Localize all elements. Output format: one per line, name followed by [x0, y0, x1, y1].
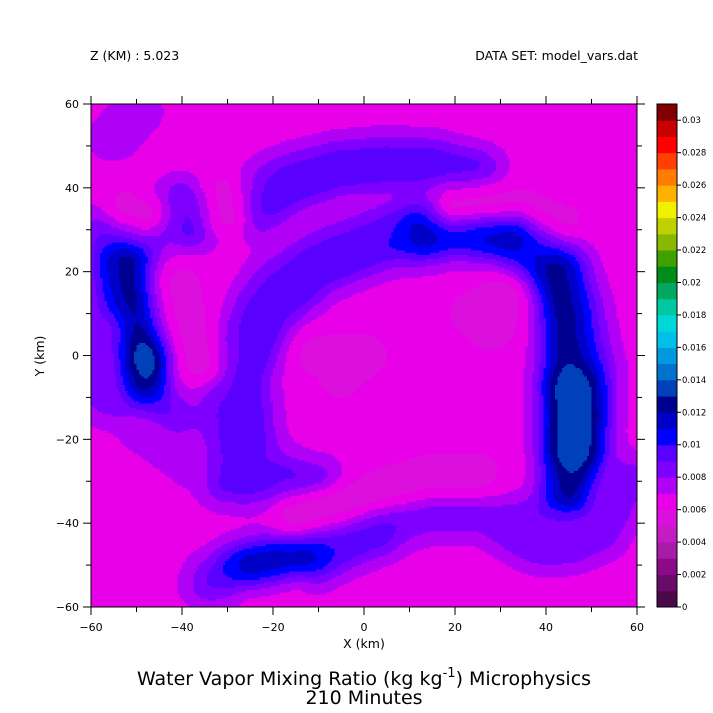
- colorbar-swatch: [657, 185, 677, 202]
- chart-subtitle: 210 Minutes: [305, 687, 422, 709]
- colorbar-label: 0.006: [682, 506, 706, 516]
- colorbar-swatch: [657, 266, 677, 283]
- colorbar-swatch: [657, 428, 677, 446]
- y-tick-label: 60: [65, 98, 79, 111]
- y-tick-label: 20: [65, 266, 79, 279]
- x-tick-label: −20: [261, 621, 284, 634]
- colorbar-swatch: [657, 558, 677, 576]
- x-axis-label: X (km): [343, 636, 385, 651]
- colorbar: 0 0.002 0.004 0.006 0.008 0.01 0.012 0.014 0.016…: [656, 103, 706, 613]
- colorbar-label: 0.026: [682, 181, 706, 191]
- y-tick-label: −40: [56, 517, 79, 530]
- colorbar-swatch: [657, 493, 677, 511]
- colorbar-swatch: [657, 331, 677, 348]
- colorbar-swatch: [657, 168, 677, 186]
- colorbar-label: 0.03: [682, 116, 701, 126]
- y-tick-label: 0: [72, 350, 79, 363]
- colorbar-swatch: [657, 460, 677, 478]
- x-tick-label: 40: [539, 621, 553, 634]
- colorbar-swatch: [657, 136, 677, 154]
- y-axis-label: Y (km): [32, 336, 47, 378]
- colorbar-label: 0.002: [682, 571, 706, 581]
- colorbar-swatch: [657, 217, 677, 235]
- x-tick-label: 0: [361, 621, 368, 634]
- x-tick-label: −40: [170, 621, 193, 634]
- colorbar-swatch: [657, 525, 677, 543]
- chart-title-superscript: -1: [443, 666, 456, 681]
- colorbar-swatch: [657, 282, 677, 300]
- chart-title-tail: ) Microphysics: [456, 668, 591, 690]
- axes: −60 −40 −20 0 20 40 60 −60 −40 −20 0 20 40 60: [56, 96, 645, 634]
- level-label: Z (KM) : 5.023: [90, 48, 179, 63]
- colorbar-swatch: [657, 363, 677, 381]
- chart-title: Water Vapor Mixing Ratio (kg kg-1) Micro…: [137, 666, 591, 690]
- colorbar-swatch: [657, 379, 677, 397]
- colorbar-swatch: [657, 509, 677, 527]
- y-tick-label: 40: [65, 182, 79, 195]
- contour-field: [91, 104, 637, 607]
- y-tick-label: −20: [56, 433, 79, 446]
- colorbar-swatch: [657, 314, 677, 332]
- y-tick-label: −60: [56, 601, 79, 614]
- x-tick-label: 60: [630, 621, 644, 634]
- colorbar-swatch: [657, 477, 677, 494]
- colorbar-label: 0.018: [682, 311, 706, 321]
- colorbar-label: 0.004: [682, 538, 706, 548]
- x-tick-label: −60: [79, 621, 102, 634]
- colorbar-label: 0: [682, 603, 687, 613]
- colorbar-swatch: [657, 233, 677, 251]
- colorbar-swatch: [657, 590, 677, 608]
- colorbar-label: 0.012: [682, 408, 706, 418]
- colorbar-label: 0.028: [682, 149, 706, 159]
- colorbar-swatch: [657, 542, 677, 559]
- colorbar-label: 0.014: [682, 376, 706, 386]
- dataset-label: DATA SET: model_vars.dat: [475, 48, 638, 63]
- colorbar-swatch: [657, 250, 677, 267]
- colorbar-swatch: [657, 201, 677, 219]
- colorbar-label: 0.024: [682, 214, 706, 224]
- colorbar-swatch: [657, 396, 677, 413]
- colorbar-label: 0.016: [682, 343, 706, 353]
- colorbar-swatch: [657, 574, 677, 592]
- colorbar-label: 0.02: [682, 278, 701, 288]
- colorbar-label: 0.022: [682, 246, 706, 256]
- colorbar-swatch: [657, 347, 677, 365]
- colorbar-swatch: [657, 298, 677, 316]
- plot-area: [91, 104, 637, 607]
- colorbar-swatch: [657, 120, 677, 137]
- x-tick-label: 20: [448, 621, 462, 634]
- colorbar-label: 0.008: [682, 473, 706, 483]
- colorbar-frame: [656, 103, 678, 608]
- colorbar-swatch: [657, 104, 677, 121]
- colorbar-swatch: [657, 444, 677, 462]
- colorbar-swatch: [657, 412, 677, 430]
- chart-title-main: Water Vapor Mixing Ratio (kg kg: [137, 668, 443, 690]
- colorbar-swatch: [657, 152, 677, 170]
- colorbar-label: 0.01: [682, 441, 701, 451]
